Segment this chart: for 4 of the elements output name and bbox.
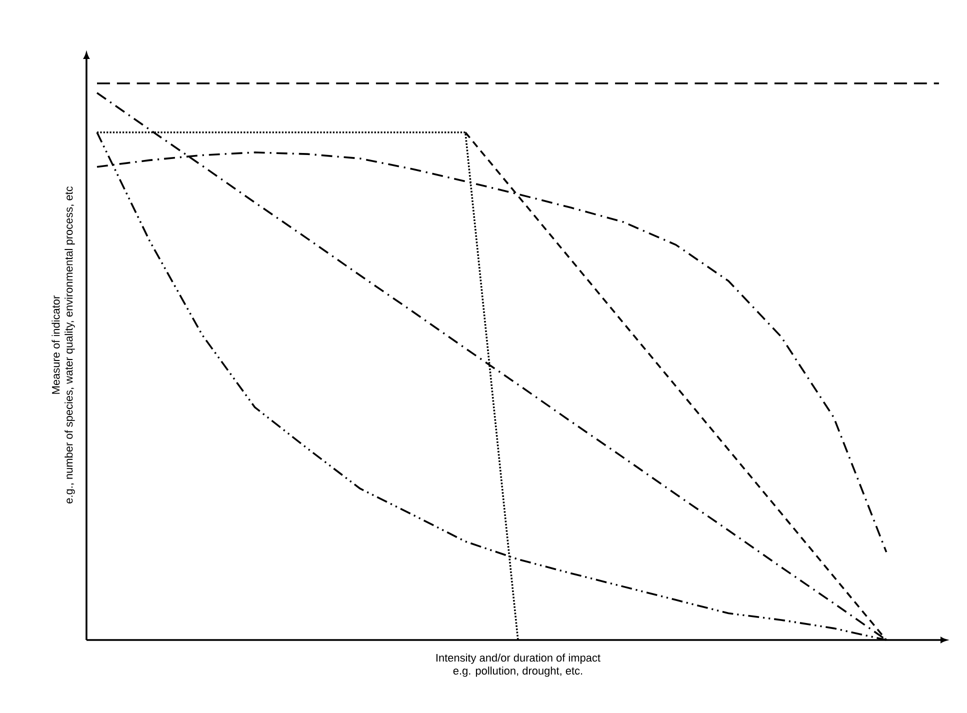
- y-axis-title: Measure of indicator: [52, 296, 60, 394]
- text: e.g., number of species, water quality, environmental process, etc: [64, 186, 75, 504]
- text: e.g. pollution, drought, etc.: [453, 666, 582, 677]
- x-axis-title: Intensity and/or duration of impact: [436, 654, 600, 664]
